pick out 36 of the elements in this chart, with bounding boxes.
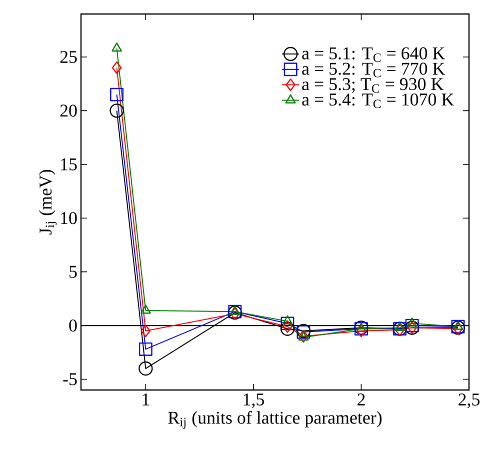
legend-label: a = 5.2: T$_{C}$ = 770 K xyxy=(302,62,445,78)
point xyxy=(407,321,417,334)
legend-label: a = 5.4: T$_{C}$ = 1070 K xyxy=(302,93,454,108)
point xyxy=(112,42,122,52)
point xyxy=(282,315,293,324)
point xyxy=(453,322,463,336)
point xyxy=(110,88,124,102)
x-tick-label: 2 xyxy=(358,394,365,406)
y-tick-label: 20 xyxy=(60,104,77,117)
x-axis-title: R$_{ij}$ (units of lattice parameter) xyxy=(168,410,382,429)
point xyxy=(138,361,153,376)
point xyxy=(138,342,152,356)
y-tick-label: -5 xyxy=(63,373,77,386)
point xyxy=(140,324,151,338)
point xyxy=(140,304,151,314)
point xyxy=(280,316,294,330)
point xyxy=(282,320,292,333)
y-tick-label: 25 xyxy=(60,50,77,63)
y-tick-label: 15 xyxy=(61,158,77,170)
point xyxy=(405,318,419,332)
y-tick-label: 10 xyxy=(61,212,77,224)
y-tick-label: 0 xyxy=(69,319,77,332)
point xyxy=(406,317,418,327)
point xyxy=(280,322,295,336)
x-tick-label: 2,5 xyxy=(458,394,480,408)
y-axis-title: J$_{ij}$ (meV) xyxy=(39,170,57,234)
legend-label: a = 5.3; T$_{C}$ = 930 K xyxy=(302,78,444,93)
point xyxy=(356,324,366,338)
y-tick-label: 5 xyxy=(70,266,77,278)
x-tick-label: 1 xyxy=(142,394,150,406)
point xyxy=(112,61,122,74)
point xyxy=(230,307,240,320)
point xyxy=(110,104,124,118)
point xyxy=(405,320,420,335)
legend-label: a = 5.1: T$_{C}$ = 640 K xyxy=(302,47,445,62)
x-tick-label: 1,5 xyxy=(244,394,264,408)
